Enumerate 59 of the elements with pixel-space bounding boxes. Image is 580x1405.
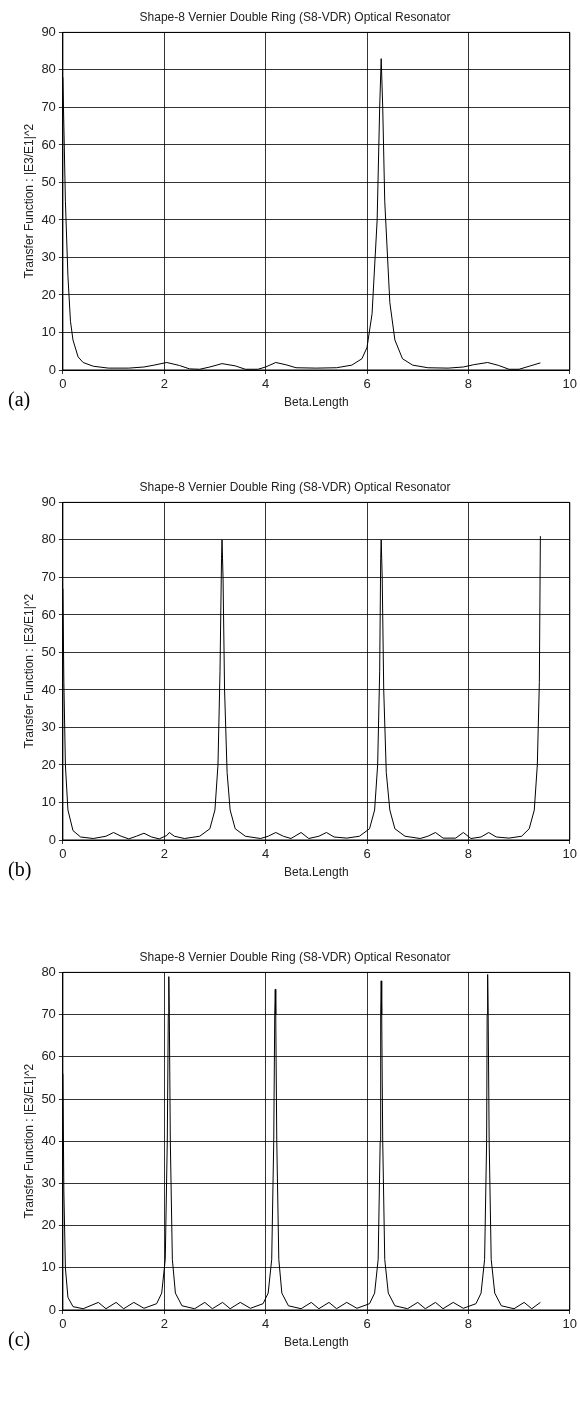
y-tick-label: 40 xyxy=(41,681,56,697)
chart-title: Shape-8 Vernier Double Ring (S8-VDR) Optical Resonator xyxy=(139,949,451,964)
y-tick-label: 40 xyxy=(41,1132,56,1148)
y-tick-label: 80 xyxy=(41,531,56,547)
y-tick-label: 20 xyxy=(41,756,56,772)
y-tick-label: 50 xyxy=(41,174,56,190)
x-tick-label: 4 xyxy=(262,846,270,862)
y-tick-label: 60 xyxy=(41,136,56,152)
x-tick-label: 8 xyxy=(464,376,473,392)
y-tick-label: 10 xyxy=(41,794,56,810)
y-tick-label: 70 xyxy=(41,99,56,114)
y-tick-label: 90 xyxy=(41,493,56,509)
y-tick-label: 30 xyxy=(41,719,56,735)
x-tick-label: 0 xyxy=(59,376,67,392)
x-tick-label: 8 xyxy=(464,1316,473,1332)
y-tick-label: 10 xyxy=(41,1259,56,1275)
y-axis-title: Transfer Function : |E3/E1|^2 xyxy=(21,593,36,749)
x-tick-label: 6 xyxy=(363,376,371,392)
x-tick-label: 0 xyxy=(59,846,67,862)
x-tick-label: 6 xyxy=(363,1316,371,1332)
x-tick-label: 8 xyxy=(464,846,473,862)
x-tick-label: 10 xyxy=(562,1316,577,1332)
x-tick-label: 2 xyxy=(160,1316,168,1332)
y-tick-label: 60 xyxy=(41,1048,56,1064)
x-axis-title: Beta.Length xyxy=(283,395,349,410)
x-tick-label: 4 xyxy=(262,376,270,392)
y-tick-label: 10 xyxy=(41,324,56,340)
y-tick-label: 70 xyxy=(41,569,56,584)
x-tick-label: 2 xyxy=(160,376,168,392)
x-axis-title: Beta.Length xyxy=(283,1335,349,1350)
y-tick-label: 90 xyxy=(41,23,56,39)
text: (c) xyxy=(8,1328,31,1351)
y-tick-label: 80 xyxy=(41,61,56,77)
x-tick-label: 10 xyxy=(562,846,577,862)
text: (b) xyxy=(8,858,32,881)
chart-title: Shape-8 Vernier Double Ring (S8-VDR) Optical Resonator xyxy=(139,479,451,494)
text: (a) xyxy=(8,388,31,411)
y-tick-label: 40 xyxy=(41,211,56,227)
x-tick-label: 2 xyxy=(160,846,168,862)
x-tick-label: 6 xyxy=(363,846,371,862)
y-tick-label: 20 xyxy=(41,1217,56,1233)
y-tick-label: 50 xyxy=(41,644,56,660)
y-tick-label: 50 xyxy=(41,1090,56,1106)
y-tick-label: 0 xyxy=(48,361,56,377)
y-axis-title: Transfer Function : |E3/E1|^2 xyxy=(21,1063,36,1219)
y-tick-label: 60 xyxy=(41,606,56,622)
x-tick-label: 10 xyxy=(562,376,577,392)
y-tick-label: 20 xyxy=(41,286,56,302)
x-axis-title: Beta.Length xyxy=(283,865,349,880)
y-tick-label: 0 xyxy=(48,831,56,847)
x-tick-label: 0 xyxy=(59,1316,67,1332)
y-tick-label: 0 xyxy=(48,1301,56,1317)
y-axis-title: Transfer Function : |E3/E1|^2 xyxy=(21,123,36,279)
y-tick-label: 70 xyxy=(41,1006,56,1022)
x-tick-label: 4 xyxy=(262,1316,270,1332)
chart-title: Shape-8 Vernier Double Ring (S8-VDR) Optical Resonator xyxy=(139,9,451,24)
y-tick-label: 30 xyxy=(41,249,56,265)
y-tick-label: 80 xyxy=(41,963,56,979)
y-tick-label: 30 xyxy=(41,1174,56,1190)
